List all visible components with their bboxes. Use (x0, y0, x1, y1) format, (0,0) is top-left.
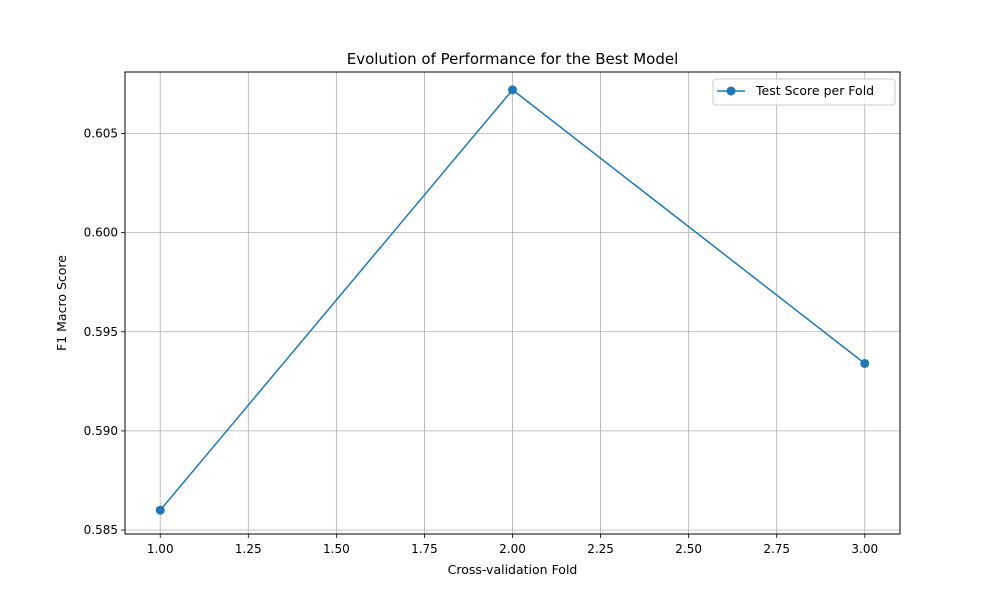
y-axis: 0.585 0.590 0.595 0.600 0.605 (84, 126, 125, 537)
x-tick-label: 1.25 (235, 542, 262, 556)
y-tick-label: 0.585 (84, 523, 118, 537)
y-tick-label: 0.605 (84, 126, 118, 140)
legend: Test Score per Fold (712, 78, 896, 106)
x-tick-label: 2.75 (763, 542, 790, 556)
data-point (860, 358, 870, 368)
chart-title: Evolution of Performance for the Best Mo… (347, 50, 679, 68)
x-tick-label: 1.00 (147, 542, 174, 556)
legend-box (712, 78, 896, 106)
x-axis: 1.00 1.25 1.50 1.75 2.00 2.25 2.50 2.75 3.00 (147, 534, 878, 556)
grid (125, 72, 900, 534)
y-axis-label: F1 Macro Score (54, 255, 69, 351)
x-tick-label: 3.00 (851, 542, 878, 556)
y-tick-label: 0.600 (84, 226, 118, 240)
data-point (508, 85, 517, 95)
legend-label: Test Score per Fold (755, 83, 874, 98)
legend-marker (726, 86, 736, 96)
data-point (155, 505, 165, 515)
x-axis-label: Cross-validation Fold (448, 562, 578, 577)
x-tick-label: 2.25 (587, 542, 614, 556)
x-tick-label: 2.50 (675, 542, 702, 556)
x-tick-label: 1.50 (323, 542, 350, 556)
series-layer (155, 85, 870, 515)
y-tick-label: 0.590 (84, 424, 118, 438)
y-tick-label: 0.595 (84, 325, 118, 339)
x-tick-label: 2.00 (499, 542, 526, 556)
x-tick-label: 1.75 (411, 542, 438, 556)
